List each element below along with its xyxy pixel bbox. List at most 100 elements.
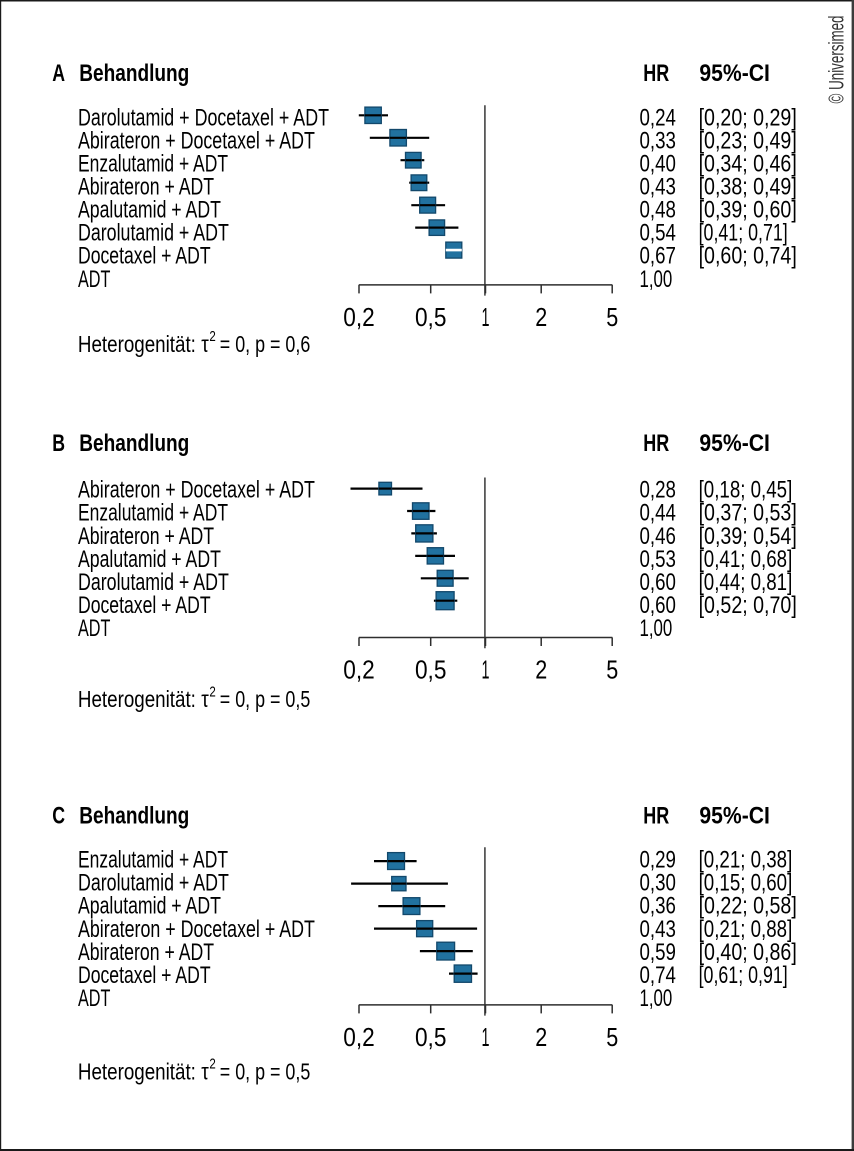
svg-text:[0,61; 0,91]: [0,61; 0,91] (699, 962, 788, 989)
svg-text:Abirateron + ADT: Abirateron + ADT (78, 523, 214, 550)
svg-text:[0,60; 0,74]: [0,60; 0,74] (699, 243, 797, 270)
svg-text:τ: τ (201, 1058, 209, 1084)
svg-text:0,29: 0,29 (640, 847, 676, 874)
svg-text:0,28: 0,28 (640, 477, 676, 504)
svg-text:95%-CI: 95%-CI (699, 430, 770, 457)
svg-text:= 0, p = 0,5: = 0, p = 0,5 (220, 686, 310, 712)
svg-text:2: 2 (535, 302, 547, 332)
svg-text:1: 1 (482, 654, 490, 684)
svg-text:[0,38; 0,49]: [0,38; 0,49] (699, 174, 797, 201)
svg-text:Apalutamid + ADT: Apalutamid + ADT (78, 197, 221, 224)
svg-text:[0,39; 0,60]: [0,39; 0,60] (699, 197, 797, 224)
svg-text:Behandlung: Behandlung (79, 60, 189, 87)
svg-text:[0,41; 0,71]: [0,41; 0,71] (699, 220, 788, 247)
svg-text:Heterogenität:: Heterogenität: (78, 686, 196, 712)
svg-text:Darolutamid + Docetaxel + ADT: Darolutamid + Docetaxel + ADT (78, 105, 329, 132)
svg-text:Docetaxel + ADT: Docetaxel + ADT (78, 592, 211, 619)
svg-text:0,2: 0,2 (343, 302, 375, 332)
svg-text:0,46: 0,46 (640, 523, 676, 550)
svg-text:Enzalutamid + ADT: Enzalutamid + ADT (78, 847, 228, 874)
svg-text:0,67: 0,67 (640, 243, 676, 270)
svg-text:0,5: 0,5 (415, 654, 447, 684)
svg-text:[0,20; 0,29]: [0,20; 0,29] (699, 105, 797, 132)
svg-text:0,74: 0,74 (640, 962, 676, 989)
svg-text:1,00: 1,00 (640, 266, 673, 293)
svg-text:ADT: ADT (78, 985, 110, 1012)
svg-text:0,2: 0,2 (343, 1022, 375, 1052)
svg-text:[0,22; 0,58]: [0,22; 0,58] (699, 893, 797, 920)
svg-text:1,00: 1,00 (640, 615, 673, 642)
svg-text:[0,21; 0,38]: [0,21; 0,38] (699, 847, 793, 874)
svg-text:2: 2 (535, 654, 547, 684)
svg-text:Abirateron + Docetaxel + ADT: Abirateron + Docetaxel + ADT (78, 477, 315, 504)
svg-text:5: 5 (606, 654, 618, 684)
svg-text:2: 2 (209, 328, 215, 345)
svg-text:ADT: ADT (78, 615, 110, 642)
svg-text:95%-CI: 95%-CI (699, 802, 770, 829)
svg-text:0,53: 0,53 (640, 546, 676, 573)
svg-text:0,24: 0,24 (640, 105, 676, 132)
svg-text:HR: HR (643, 802, 669, 829)
svg-text:= 0, p = 0,5: = 0, p = 0,5 (220, 1058, 310, 1084)
svg-text:0,40: 0,40 (640, 151, 676, 178)
svg-text:Abirateron + ADT: Abirateron + ADT (78, 174, 214, 201)
svg-text:Abirateron + ADT: Abirateron + ADT (78, 939, 214, 966)
svg-text:1,00: 1,00 (640, 985, 673, 1012)
svg-text:95%-CI: 95%-CI (699, 60, 770, 87)
svg-text:Darolutamid + ADT: Darolutamid + ADT (78, 220, 229, 247)
svg-text:Docetaxel + ADT: Docetaxel + ADT (78, 243, 211, 270)
svg-text:Heterogenität:: Heterogenität: (78, 331, 196, 357)
svg-text:Apalutamid + ADT: Apalutamid + ADT (78, 893, 221, 920)
svg-text:0,60: 0,60 (640, 592, 676, 619)
svg-text:Docetaxel + ADT: Docetaxel + ADT (78, 962, 211, 989)
svg-text:Darolutamid + ADT: Darolutamid + ADT (78, 569, 229, 596)
svg-text:Enzalutamid + ADT: Enzalutamid + ADT (78, 151, 228, 178)
svg-text:0,5: 0,5 (415, 1022, 447, 1052)
svg-text:[0,52; 0,70]: [0,52; 0,70] (699, 592, 797, 619)
svg-text:[0,41; 0,68]: [0,41; 0,68] (699, 546, 793, 573)
svg-text:Abirateron + Docetaxel + ADT: Abirateron + Docetaxel + ADT (78, 128, 315, 155)
svg-text:HR: HR (643, 60, 669, 87)
svg-text:0,30: 0,30 (640, 870, 676, 897)
svg-text:[0,39; 0,54]: [0,39; 0,54] (699, 523, 797, 550)
svg-text:0,33: 0,33 (640, 128, 676, 155)
svg-text:ADT: ADT (78, 266, 110, 293)
svg-text:[0,34; 0,46]: [0,34; 0,46] (699, 151, 797, 178)
svg-text:0,48: 0,48 (640, 197, 676, 224)
svg-text:[0,15; 0,60]: [0,15; 0,60] (699, 870, 793, 897)
svg-text:Behandlung: Behandlung (79, 802, 189, 829)
svg-text:Behandlung: Behandlung (79, 430, 189, 457)
svg-text:1: 1 (482, 302, 490, 332)
svg-text:5: 5 (606, 1022, 618, 1052)
svg-text:HR: HR (643, 430, 669, 457)
svg-text:5: 5 (606, 302, 618, 332)
svg-text:[0,18; 0,45]: [0,18; 0,45] (699, 477, 793, 504)
svg-text:C: C (52, 802, 65, 829)
svg-text:Apalutamid + ADT: Apalutamid + ADT (78, 546, 221, 573)
svg-text:[0,37; 0,53]: [0,37; 0,53] (699, 500, 797, 527)
svg-text:2: 2 (209, 1056, 215, 1073)
svg-text:2: 2 (535, 1022, 547, 1052)
svg-text:0,43: 0,43 (640, 916, 676, 943)
svg-text:[0,40; 0,86]: [0,40; 0,86] (699, 939, 797, 966)
svg-text:Darolutamid + ADT: Darolutamid + ADT (78, 870, 229, 897)
svg-text:0,2: 0,2 (343, 654, 375, 684)
svg-text:[0,21; 0,88]: [0,21; 0,88] (699, 916, 793, 943)
svg-text:0,54: 0,54 (640, 220, 676, 247)
svg-text:[0,44; 0,81]: [0,44; 0,81] (699, 569, 793, 596)
svg-text:1: 1 (482, 1022, 490, 1052)
svg-text:© Universimed: © Universimed (826, 16, 849, 104)
svg-text:τ: τ (201, 686, 209, 712)
svg-text:0,43: 0,43 (640, 174, 676, 201)
svg-text:[0,23; 0,49]: [0,23; 0,49] (699, 128, 797, 155)
svg-text:0,44: 0,44 (640, 500, 676, 527)
svg-text:Abirateron + Docetaxel + ADT: Abirateron + Docetaxel + ADT (78, 916, 315, 943)
svg-text:Heterogenität:: Heterogenität: (78, 1058, 196, 1084)
svg-text:Enzalutamid + ADT: Enzalutamid + ADT (78, 500, 228, 527)
svg-text:0,60: 0,60 (640, 569, 676, 596)
svg-text:τ: τ (201, 331, 209, 357)
svg-text:= 0, p = 0,6: = 0, p = 0,6 (220, 331, 310, 357)
svg-text:0,5: 0,5 (415, 302, 447, 332)
svg-text:0,36: 0,36 (640, 893, 676, 920)
svg-text:2: 2 (209, 683, 215, 700)
